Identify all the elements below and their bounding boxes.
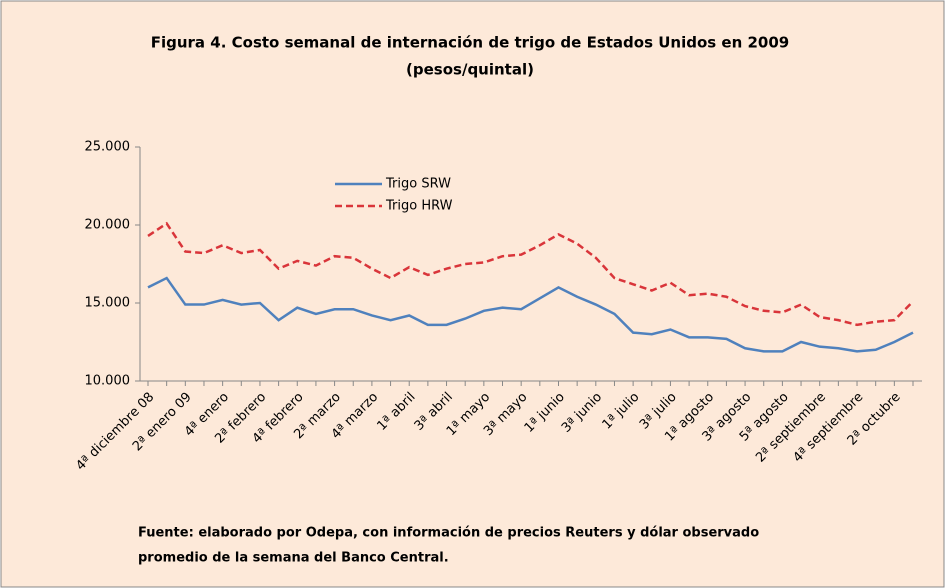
y-tick-label: 15.000 <box>85 296 131 311</box>
source-line: promedio de la semana del Banco Central. <box>138 551 449 566</box>
line-series <box>147 221 914 327</box>
legend-label: Trigo HRW <box>385 199 453 214</box>
source-line: Fuente: elaborado por Odepa, con informa… <box>138 526 759 541</box>
y-tick-label: 25.000 <box>85 140 131 155</box>
y-tick-label: 10.000 <box>85 374 131 389</box>
y-tick-label: 20.000 <box>85 218 131 233</box>
line-series <box>147 276 914 353</box>
chart-subtitle: (pesos/quintal) <box>406 61 534 79</box>
chart-title: Figura 4. Costo semanal de internación d… <box>151 34 790 52</box>
legend-label: Trigo SRW <box>385 177 451 192</box>
